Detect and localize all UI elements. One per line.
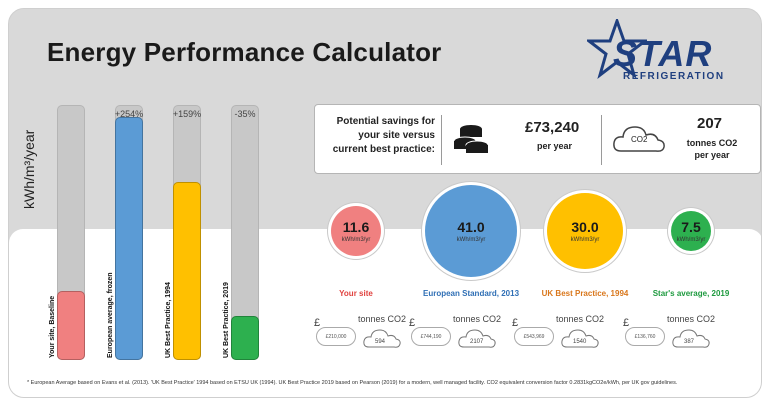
tonnes-co2-label: tonnes CO2 bbox=[556, 314, 605, 324]
co2-value: 594 bbox=[375, 339, 386, 345]
bar-track bbox=[173, 105, 201, 360]
circle-name: Star's average, 2019 bbox=[652, 289, 730, 298]
co2-value: 1540 bbox=[573, 339, 587, 345]
tonnes-co2-label: tonnes CO2 bbox=[453, 314, 502, 324]
cloud-icon bbox=[672, 329, 710, 348]
cloud-icon bbox=[613, 126, 665, 152]
pound-symbol: £ bbox=[314, 317, 321, 329]
circle-name: Your site bbox=[339, 289, 373, 298]
bar-percentage: +254% bbox=[114, 109, 144, 119]
bar-percentage: -35% bbox=[234, 109, 256, 119]
bar-track bbox=[231, 105, 259, 360]
logo-text: STAR bbox=[613, 33, 713, 74]
pound-symbol: £ bbox=[623, 317, 630, 329]
logo-subtext: REFRIGERATION bbox=[623, 71, 725, 82]
bar-fill bbox=[173, 182, 201, 360]
separator bbox=[441, 115, 442, 165]
bar-track bbox=[115, 105, 143, 360]
bar-label: Your site, Baseline bbox=[49, 295, 56, 358]
circle-value: 30.0 bbox=[571, 219, 599, 235]
bar-fill bbox=[115, 117, 143, 360]
cloud-icon bbox=[363, 329, 401, 348]
value-circle: 11.6 kWh/m3/yr bbox=[331, 206, 381, 256]
co2-savings-value: 207 bbox=[697, 115, 723, 132]
y-axis-label: kWh/m³/year bbox=[21, 129, 37, 209]
value-circle: 7.5 kWh/m3/yr bbox=[671, 211, 711, 251]
separator bbox=[601, 115, 602, 165]
bar-percentage: +159% bbox=[172, 109, 202, 119]
money-savings-unit: per year bbox=[537, 141, 573, 151]
tonnes-co2-label: tonnes CO2 bbox=[358, 314, 407, 324]
savings-panel: Potential savings for your site versus c… bbox=[314, 104, 761, 174]
co2-value: 387 bbox=[684, 339, 695, 345]
tonnes-co2-label: tonnes CO2 bbox=[667, 314, 716, 324]
money-value-badge: £136,760 bbox=[625, 327, 665, 346]
circle-unit: kWh/m3/yr bbox=[456, 237, 486, 243]
co2-unit-line-1: tonnes CO2 bbox=[686, 138, 738, 148]
money-value-badge: £210,000 bbox=[316, 327, 356, 346]
money-savings-value: £73,240 bbox=[525, 119, 580, 136]
cloud-co2-label: CO2 bbox=[631, 135, 648, 144]
cloud-icon bbox=[561, 329, 599, 348]
co2-unit-line-2: per year bbox=[694, 150, 730, 160]
value-circle: 30.0 kWh/m3/yr bbox=[547, 193, 623, 269]
footnote: * European Average based on Evans et al.… bbox=[27, 380, 678, 386]
bar-fill bbox=[231, 316, 259, 360]
bar-label: UK Best Practice, 1994 bbox=[165, 282, 172, 358]
cloud-icon bbox=[458, 329, 496, 348]
circle-value: 7.5 bbox=[681, 219, 701, 235]
circle-value: 41.0 bbox=[457, 219, 485, 235]
money-value-badge: £744,190 bbox=[411, 327, 451, 346]
pound-symbol: £ bbox=[409, 317, 416, 329]
value-circle: 41.0 kWh/m3/yr bbox=[425, 185, 517, 277]
circle-unit: kWh/m3/yr bbox=[570, 237, 600, 243]
circle-value: 11.6 bbox=[342, 219, 370, 235]
star-refrigeration-logo: STAR REFRIGERATION bbox=[587, 19, 737, 89]
page-title: Energy Performance Calculator bbox=[47, 37, 442, 67]
pound-symbol: £ bbox=[512, 317, 519, 329]
bar-track bbox=[57, 105, 85, 360]
co2-value: 2107 bbox=[470, 339, 484, 345]
circle-name: UK Best Practice, 1994 bbox=[541, 289, 629, 298]
co2-savings-unit: tonnes CO2 per year bbox=[681, 137, 743, 161]
bar-label: European average, frozen bbox=[107, 272, 114, 358]
coins-icon bbox=[453, 125, 489, 153]
bar-label: UK Best Practice, 2019 bbox=[223, 282, 230, 358]
star-logo-icon bbox=[587, 19, 647, 79]
infographic-frame: Energy Performance Calculator STAR REFRI… bbox=[8, 8, 762, 398]
savings-description: Potential savings for your site versus c… bbox=[332, 116, 435, 155]
circle-unit: kWh/m3/yr bbox=[676, 237, 706, 243]
money-value-badge: £543,969 bbox=[514, 327, 554, 346]
bar-fill bbox=[57, 291, 85, 360]
circle-unit: kWh/m3/yr bbox=[341, 237, 371, 243]
circle-name: European Standard, 2013 bbox=[422, 289, 520, 298]
